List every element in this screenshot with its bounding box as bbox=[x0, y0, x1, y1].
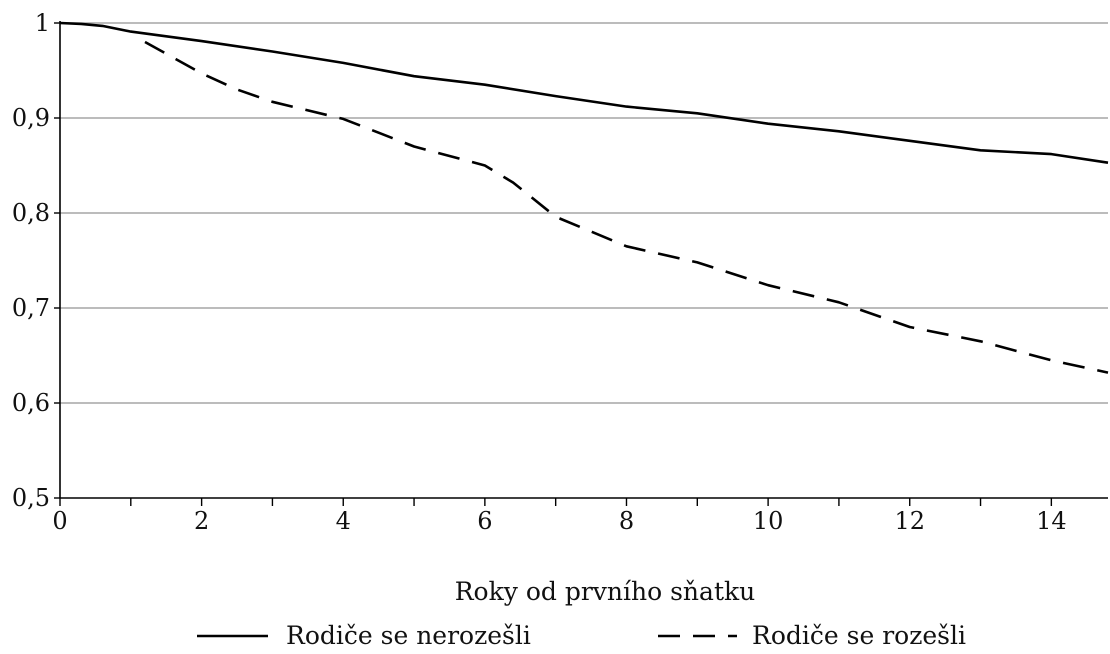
y-tick-label-4: 0,9 bbox=[12, 104, 50, 132]
grid-lines bbox=[60, 22, 1108, 404]
y-tick-label-0: 0,5 bbox=[12, 484, 50, 512]
x-tick-label-7: 14 bbox=[1036, 507, 1067, 535]
x-tick-label-1: 2 bbox=[194, 507, 209, 535]
x-axis-label: Roky od prvního sňatku bbox=[455, 577, 756, 606]
legend-label-1: Rodiče se rozešli bbox=[752, 621, 966, 650]
x-tick-label-0: 0 bbox=[52, 507, 67, 535]
y-tick-label-2: 0,7 bbox=[12, 294, 50, 322]
x-tick-label-2: 4 bbox=[336, 507, 351, 535]
x-tick-label-6: 12 bbox=[894, 507, 925, 535]
tick-labels: 0,50,60,70,80,910 2 4 6 8 10 12 14 bbox=[12, 9, 1067, 535]
legend: Rodiče se nerozešli Rodiče se rozešli bbox=[197, 621, 966, 650]
axes bbox=[54, 21, 1108, 506]
y-tick-label-3: 0,8 bbox=[12, 199, 50, 227]
x-tick-label-3: 6 bbox=[477, 507, 492, 535]
y-tick-label-1: 0,6 bbox=[12, 389, 50, 417]
series-line-0 bbox=[59, 21, 1109, 164]
series-lines bbox=[59, 21, 1109, 374]
legend-label-0: Rodiče se nerozešli bbox=[286, 621, 531, 650]
x-tick-label-4: 8 bbox=[619, 507, 634, 535]
series-line-1 bbox=[144, 40, 1109, 374]
y-tick-label-5: 1 bbox=[35, 9, 50, 37]
x-tick-label-5: 10 bbox=[753, 507, 784, 535]
